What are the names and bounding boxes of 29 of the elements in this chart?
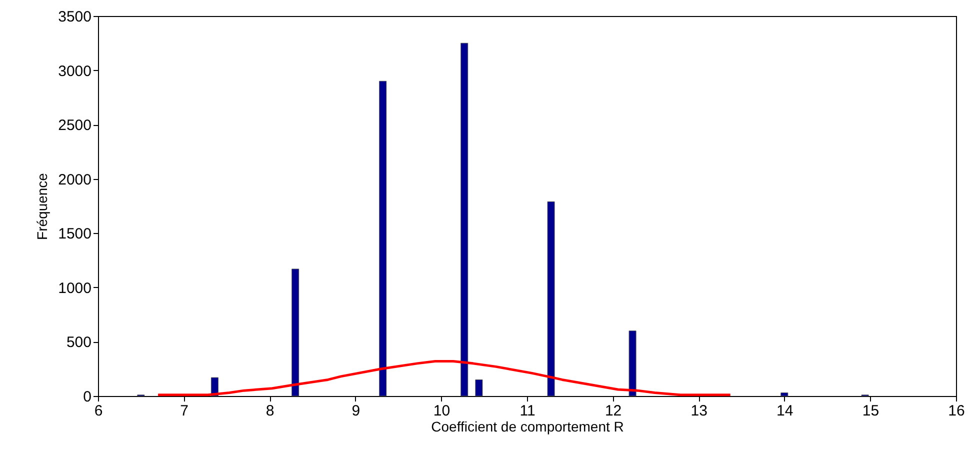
x-tick-label: 10 [433, 402, 450, 420]
line-series [156, 360, 732, 396]
x-tick-label: 8 [266, 402, 274, 420]
bar [379, 80, 387, 396]
x-tick-label: 11 [520, 402, 536, 420]
x-tick-label: 16 [948, 402, 965, 420]
x-axis-title: Coefficient de comportement R [431, 418, 624, 434]
bar [628, 330, 636, 396]
y-tick-label: 3000 [58, 62, 92, 80]
bar [547, 201, 555, 396]
bar [292, 268, 300, 396]
x-tick-label: 12 [604, 402, 622, 420]
x-tick-label: 6 [94, 402, 103, 420]
y-tick-label: 2500 [58, 117, 92, 134]
bar [780, 392, 788, 396]
y-tick-label: 2000 [58, 171, 92, 188]
y-tick-label: 0 [83, 388, 92, 406]
y-tick-label: 500 [66, 334, 92, 352]
x-tick-label: 14 [776, 402, 794, 420]
bar [460, 42, 468, 396]
y-tick-label: 1500 [58, 226, 92, 243]
y-tick-label: 3500 [58, 8, 92, 26]
x-tick-label: 7 [180, 402, 188, 420]
x-tick-label: 9 [352, 402, 360, 420]
bar [475, 379, 483, 396]
y-axis-title: Fréquence [34, 172, 50, 240]
x-tick-label: 13 [690, 402, 708, 420]
y-tick-label: 1000 [58, 280, 92, 297]
x-tick-label: 15 [862, 402, 880, 420]
